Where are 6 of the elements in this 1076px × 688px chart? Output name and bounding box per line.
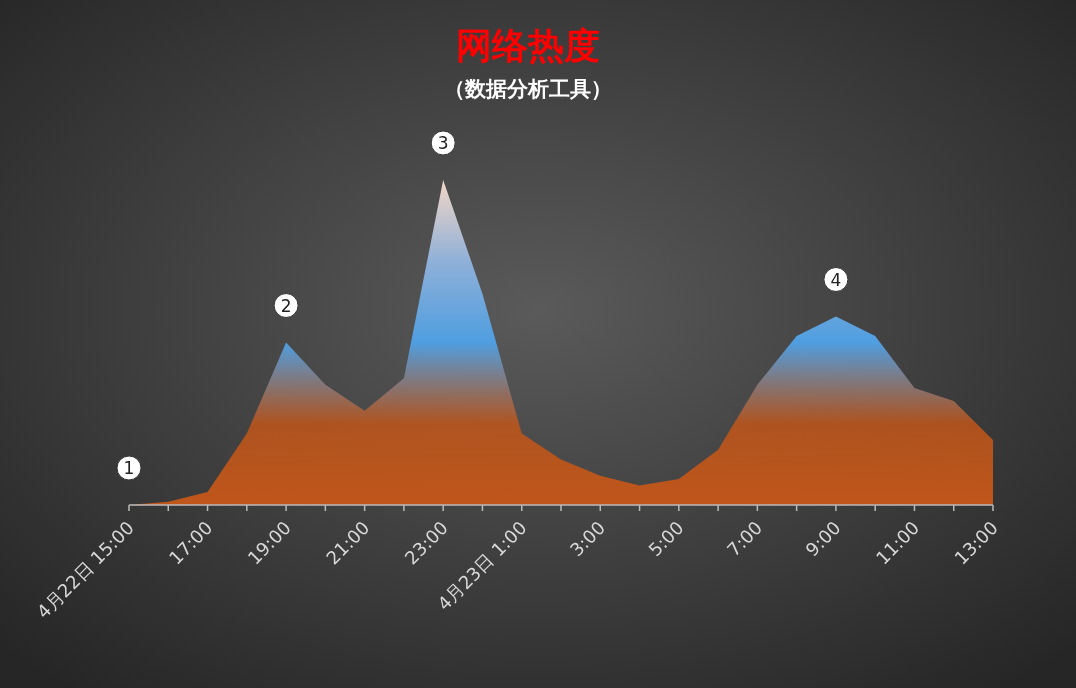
annotation: 1: [123, 458, 135, 478]
annotation: 4: [830, 269, 842, 290]
chart-subtitle: （数据分析工具）: [444, 77, 612, 101]
annotation: 2: [280, 295, 292, 316]
annotation: 3: [437, 133, 449, 153]
chart-title: 网络热度: [456, 24, 600, 66]
